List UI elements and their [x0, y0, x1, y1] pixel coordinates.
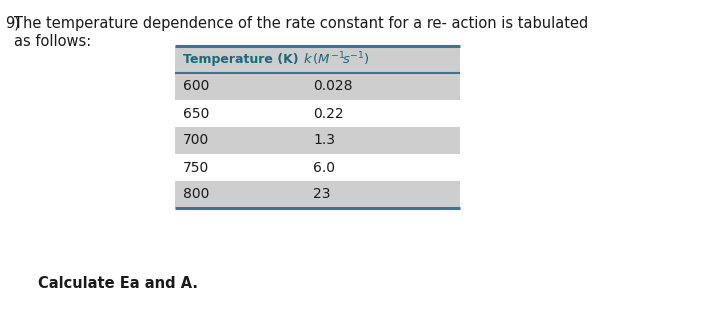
- Text: as follows:: as follows:: [14, 34, 91, 49]
- Text: 9): 9): [5, 16, 20, 31]
- Bar: [175, 46, 460, 73]
- Text: 800: 800: [183, 187, 209, 202]
- Text: 23: 23: [313, 187, 331, 202]
- Text: 0.028: 0.028: [313, 79, 352, 93]
- Text: 750: 750: [183, 161, 209, 174]
- Text: 1.3: 1.3: [313, 133, 335, 148]
- Text: Temperature (K): Temperature (K): [183, 53, 298, 66]
- Text: 0.22: 0.22: [313, 107, 344, 120]
- Bar: [175, 100, 460, 127]
- Text: The temperature dependence of the rate constant for a re- action is tabulated: The temperature dependence of the rate c…: [14, 16, 588, 31]
- Bar: [175, 154, 460, 181]
- Bar: [175, 73, 460, 100]
- Text: 700: 700: [183, 133, 209, 148]
- Text: Calculate Ea and A.: Calculate Ea and A.: [38, 276, 198, 291]
- Text: 650: 650: [183, 107, 209, 120]
- Bar: [175, 127, 460, 154]
- Bar: [175, 181, 460, 208]
- Text: 600: 600: [183, 79, 209, 93]
- Text: $k\,(M^{-1}\!s^{-1})$: $k\,(M^{-1}\!s^{-1})$: [303, 51, 370, 68]
- Text: 6.0: 6.0: [313, 161, 335, 174]
